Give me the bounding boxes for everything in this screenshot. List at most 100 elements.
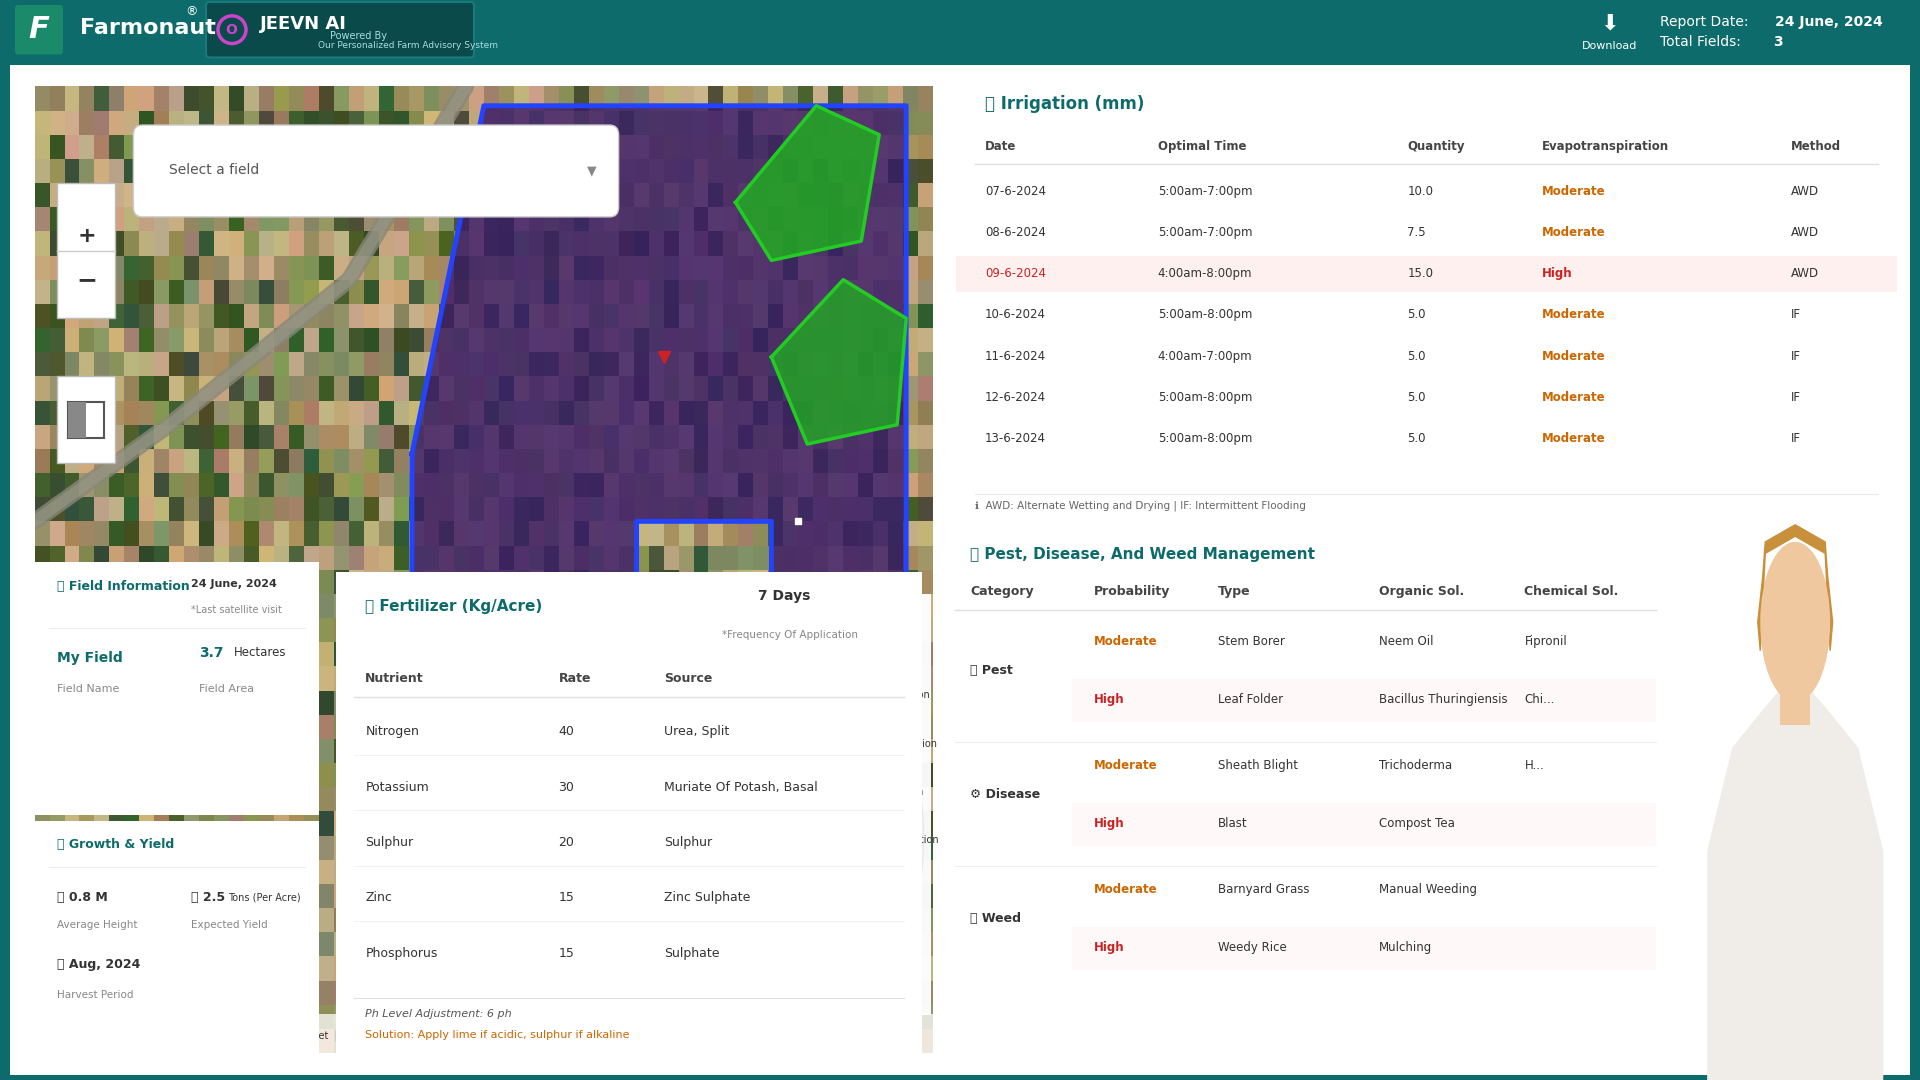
Bar bbox=[814, 664, 829, 690]
Bar bbox=[589, 422, 605, 449]
Bar bbox=[515, 978, 530, 1004]
Bar bbox=[739, 592, 755, 618]
Bar bbox=[543, 978, 561, 1004]
Bar bbox=[290, 713, 305, 739]
Bar bbox=[79, 664, 96, 690]
Bar bbox=[603, 616, 620, 643]
Circle shape bbox=[756, 829, 776, 851]
Bar bbox=[349, 496, 367, 522]
Bar bbox=[394, 664, 411, 690]
Bar bbox=[799, 422, 816, 449]
Bar bbox=[889, 471, 904, 497]
Bar bbox=[664, 543, 680, 570]
Bar bbox=[918, 181, 935, 207]
Bar bbox=[828, 664, 845, 690]
Bar bbox=[918, 640, 935, 666]
Bar bbox=[618, 640, 636, 666]
Bar bbox=[94, 1002, 111, 1029]
Bar bbox=[154, 858, 171, 883]
Text: Urea, Split: Urea, Split bbox=[664, 726, 730, 739]
Bar bbox=[303, 809, 321, 836]
Bar bbox=[140, 375, 156, 401]
Bar bbox=[618, 882, 636, 908]
Bar bbox=[874, 157, 891, 183]
Bar bbox=[515, 133, 530, 159]
Bar bbox=[874, 809, 891, 836]
Bar bbox=[259, 543, 276, 570]
Bar bbox=[499, 616, 516, 643]
Bar bbox=[902, 664, 920, 690]
Bar bbox=[184, 809, 202, 836]
Bar bbox=[365, 278, 380, 303]
Bar bbox=[768, 568, 785, 594]
Bar bbox=[319, 133, 336, 159]
Bar bbox=[275, 809, 292, 836]
Bar bbox=[468, 955, 486, 981]
Bar bbox=[603, 350, 620, 376]
Bar bbox=[799, 785, 816, 811]
Bar bbox=[35, 664, 52, 690]
Bar bbox=[603, 978, 620, 1004]
Bar bbox=[874, 834, 891, 860]
Bar bbox=[334, 543, 351, 570]
Bar bbox=[753, 664, 770, 690]
Bar bbox=[184, 834, 202, 860]
Bar bbox=[484, 133, 501, 159]
Bar bbox=[724, 229, 741, 256]
Text: Solution: Apply lime if acidic, sulphur if alkaline: Solution: Apply lime if acidic, sulphur … bbox=[365, 1029, 630, 1040]
Bar bbox=[409, 858, 426, 883]
Bar bbox=[394, 519, 411, 545]
Bar bbox=[154, 422, 171, 449]
Bar bbox=[499, 785, 516, 811]
Bar bbox=[378, 1027, 396, 1053]
Bar bbox=[290, 181, 305, 207]
FancyBboxPatch shape bbox=[33, 559, 321, 818]
Bar bbox=[440, 955, 455, 981]
Bar bbox=[858, 592, 876, 618]
Bar bbox=[79, 785, 96, 811]
Text: *Frequency Of Application: *Frequency Of Application bbox=[722, 630, 858, 639]
Bar bbox=[664, 229, 680, 256]
Bar bbox=[543, 278, 561, 303]
Bar bbox=[319, 181, 336, 207]
Bar bbox=[574, 375, 591, 401]
Bar bbox=[169, 326, 186, 352]
Bar bbox=[678, 1027, 695, 1053]
Bar bbox=[468, 229, 486, 256]
Bar bbox=[349, 568, 367, 594]
Bar bbox=[724, 1027, 741, 1053]
Bar bbox=[858, 664, 876, 690]
Bar bbox=[453, 181, 470, 207]
Bar bbox=[634, 664, 651, 690]
Bar bbox=[499, 84, 516, 110]
Bar bbox=[35, 447, 52, 473]
Bar bbox=[349, 882, 367, 908]
Bar bbox=[889, 205, 904, 231]
Text: 97.2%: 97.2% bbox=[637, 690, 672, 700]
Bar bbox=[94, 809, 111, 836]
Bar bbox=[275, 543, 292, 570]
Bar bbox=[724, 519, 741, 545]
Bar bbox=[543, 350, 561, 376]
Bar bbox=[528, 1002, 545, 1029]
Bar bbox=[228, 689, 246, 715]
Bar bbox=[228, 664, 246, 690]
Bar bbox=[902, 737, 920, 762]
Bar bbox=[783, 616, 801, 643]
Bar bbox=[319, 809, 336, 836]
Bar bbox=[125, 471, 142, 497]
Bar bbox=[468, 350, 486, 376]
Bar bbox=[125, 640, 142, 666]
Bar bbox=[275, 930, 292, 957]
Bar bbox=[889, 592, 904, 618]
Bar bbox=[35, 978, 52, 1004]
Bar bbox=[574, 930, 591, 957]
Bar bbox=[918, 761, 935, 787]
Bar bbox=[125, 689, 142, 715]
Bar bbox=[94, 496, 111, 522]
Bar bbox=[589, 109, 605, 135]
Bar bbox=[889, 519, 904, 545]
Bar bbox=[799, 616, 816, 643]
Bar bbox=[828, 422, 845, 449]
Bar bbox=[783, 568, 801, 594]
